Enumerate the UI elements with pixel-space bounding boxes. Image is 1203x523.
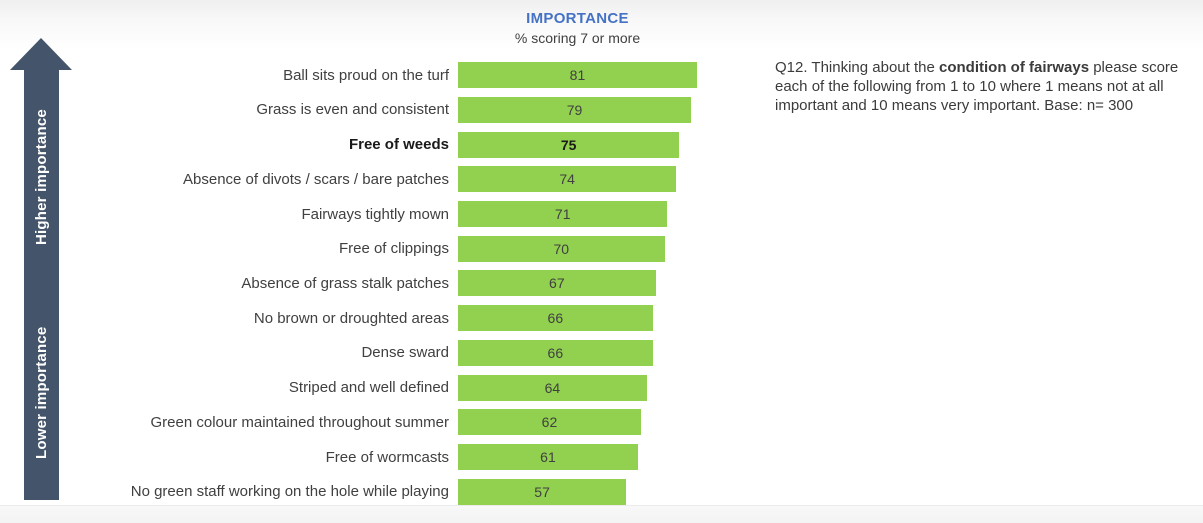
- bar: 64: [458, 374, 647, 401]
- bar-row-label: Striped and well defined: [288, 379, 449, 397]
- bar-row: Free of weeds 75: [0, 127, 1203, 162]
- bar-row: Ball sits proud on the turf 81: [0, 58, 1203, 93]
- bar-row: No brown or droughted areas 66: [0, 301, 1203, 336]
- bar-row-label: Dense sward: [361, 344, 449, 362]
- arrow-shaft: Higher importance Lower importance: [23, 70, 59, 500]
- bar-row-label: Grass is even and consistent: [256, 101, 449, 119]
- bar-row: Grass is even and consistent 79: [0, 93, 1203, 128]
- bar-row: Free of clippings 70: [0, 231, 1203, 266]
- bar-value: 67: [549, 275, 565, 292]
- bar-row-label: Absence of divots / scars / bare patches: [183, 170, 449, 188]
- bar-value: 79: [566, 101, 583, 118]
- bar: 70: [458, 235, 665, 262]
- bar-row-label: Ball sits proud on the turf: [283, 66, 449, 84]
- arrow-up-icon: [10, 38, 72, 70]
- bar-value: 62: [541, 414, 558, 431]
- importance-arrow: Higher importance Lower importance: [10, 38, 72, 500]
- bar-row: Striped and well defined 64: [0, 370, 1203, 405]
- bar-chart: Ball sits proud on the turf 81 Grass is ev…: [0, 58, 1203, 509]
- bar: 74: [458, 166, 677, 193]
- bar: 61: [458, 444, 638, 471]
- bar-row-label: Absence of grass stalk patches: [241, 274, 449, 292]
- bar-row: Free of wormcasts 61: [0, 440, 1203, 475]
- bar-value: 66: [547, 310, 564, 327]
- bar-row: Fairways tightly mown 71: [0, 197, 1203, 232]
- bar-row-label: Fairways tightly mown: [301, 205, 449, 223]
- bar-row: Absence of grass stalk patches 67: [0, 266, 1203, 301]
- bar: 71: [458, 201, 668, 228]
- bar: 62: [458, 409, 641, 436]
- bar-value: 66: [547, 344, 564, 361]
- bar-row-label: Free of clippings: [338, 240, 449, 258]
- bar-value: 61: [540, 449, 556, 466]
- bar: 79: [458, 96, 692, 123]
- bar-row: Green colour maintained throughout summe…: [0, 405, 1203, 440]
- bar-row: No green staff working on the hole while…: [0, 474, 1203, 509]
- bar-value: 57: [534, 483, 550, 500]
- chart-header: IMPORTANCE % scoring 7 or more: [458, 10, 697, 46]
- slide-edge: [0, 506, 1203, 523]
- bar-value: 64: [544, 379, 561, 396]
- bar-row-label: No brown or droughted areas: [253, 309, 449, 327]
- question-note-suffix: please score each of the following from …: [775, 59, 1179, 114]
- bar-value: 74: [559, 171, 575, 188]
- chart-title: IMPORTANCE: [526, 10, 629, 27]
- bar-value: 71: [554, 206, 571, 223]
- bar: 81: [458, 62, 697, 89]
- question-note-prefix: Q12. Thinking about the: [775, 59, 940, 76]
- question-note-bold: condition of fairways: [939, 59, 1090, 76]
- bar-value: 81: [569, 67, 586, 84]
- bar-row: Dense sward 66: [0, 336, 1203, 371]
- bar-row: Absence of divots / scars / bare patches…: [0, 162, 1203, 197]
- bar: 57: [458, 478, 627, 505]
- bar-row-label: Free of weeds: [348, 136, 449, 154]
- bar-row-label: Free of wormcasts: [325, 448, 449, 466]
- bar-row-label: No green staff working on the hole while…: [130, 483, 449, 501]
- chart-subtitle: % scoring 7 or more: [514, 30, 641, 46]
- bar-row-label: Green colour maintained throughout summe…: [150, 413, 450, 431]
- question-note: Q12. Thinking about the condition of fai…: [775, 58, 1189, 115]
- bar-value: 75: [560, 136, 577, 153]
- bar: 66: [458, 305, 653, 332]
- bar-value: 70: [553, 240, 570, 257]
- bar: 66: [458, 339, 653, 366]
- bar: 67: [458, 270, 656, 297]
- bar: 75: [458, 131, 680, 158]
